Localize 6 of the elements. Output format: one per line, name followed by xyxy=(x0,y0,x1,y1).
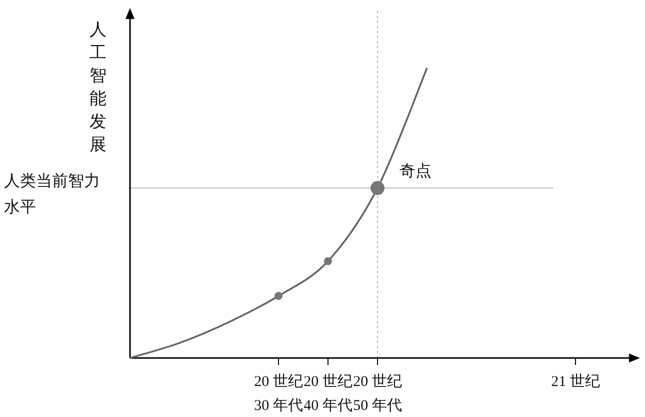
x-tick-label: 20 世纪 40 年代 xyxy=(304,373,352,414)
ref-line-label: 人类当前智力水平 xyxy=(4,172,100,216)
x-tick-label: 21 世纪 xyxy=(551,373,600,390)
x-tick-label: 20 世纪 30 年代 xyxy=(254,373,303,414)
x-tick-label: 20 世纪 50 年代 xyxy=(353,373,402,414)
ylabel: 人工智能发展 xyxy=(90,20,106,154)
